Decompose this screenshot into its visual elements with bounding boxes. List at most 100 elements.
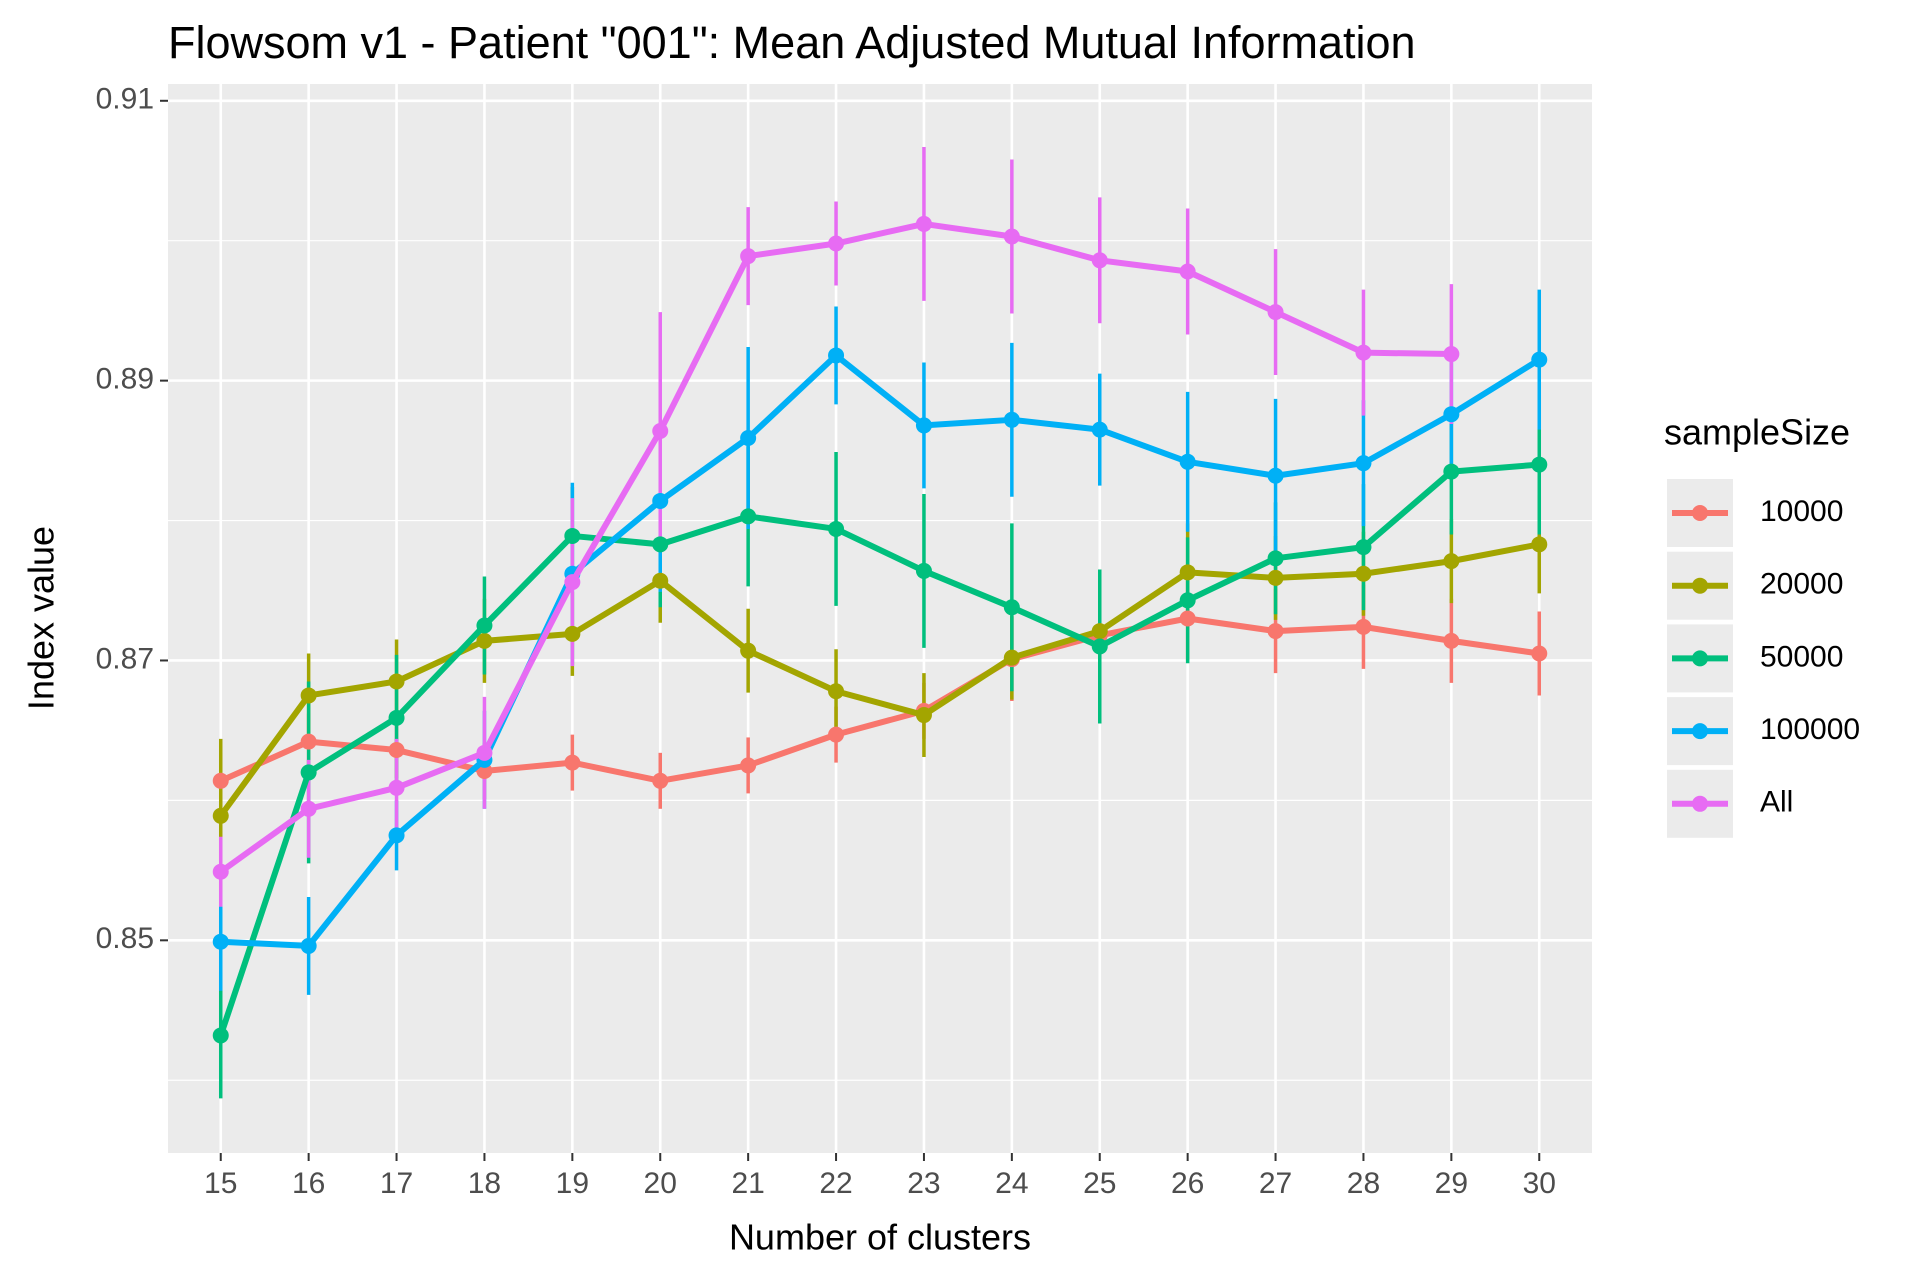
series-line — [219, 615, 1540, 784]
legend-label: All — [1760, 786, 1793, 819]
series-line — [218, 541, 1540, 818]
series-line — [217, 461, 1540, 1037]
data-point — [388, 709, 405, 726]
x-tick-label: 30 — [1523, 1167, 1556, 1200]
data-point — [1443, 463, 1460, 480]
data-point — [564, 625, 581, 642]
data-point — [652, 572, 669, 589]
data-point — [1267, 623, 1284, 640]
legend-label: 50000 — [1760, 640, 1843, 673]
data-point — [212, 933, 229, 950]
data-point — [212, 807, 229, 824]
data-point — [1443, 632, 1460, 649]
data-point — [828, 683, 845, 700]
data-point — [828, 520, 845, 537]
data-point — [1531, 456, 1548, 473]
data-point — [915, 707, 932, 724]
data-point — [1443, 406, 1460, 423]
data-point — [1531, 536, 1548, 553]
legend-title: sampleSize — [1664, 412, 1850, 453]
x-tick-label: 21 — [731, 1167, 764, 1200]
data-point — [1443, 553, 1460, 570]
data-point — [1003, 228, 1020, 245]
data-point — [915, 562, 932, 579]
x-tick-label: 20 — [644, 1167, 677, 1200]
data-point — [828, 347, 845, 364]
data-point — [300, 937, 317, 954]
data-point — [300, 764, 317, 781]
data-point — [828, 726, 845, 743]
data-point — [1179, 453, 1196, 470]
data-point — [212, 772, 229, 789]
series-line — [220, 352, 1541, 949]
data-point — [1267, 467, 1284, 484]
data-point — [1531, 645, 1548, 662]
data-point — [1179, 564, 1196, 581]
x-tick-label: 15 — [204, 1167, 237, 1200]
data-point — [1179, 592, 1196, 609]
data-point — [212, 1027, 229, 1044]
data-point — [1091, 421, 1108, 438]
legend-label: 100000 — [1760, 713, 1860, 746]
legend-label: 20000 — [1760, 568, 1843, 601]
data-point — [564, 754, 581, 771]
data-point — [388, 827, 405, 844]
data-point — [564, 527, 581, 544]
data-point — [1267, 550, 1284, 567]
data-point — [1531, 351, 1548, 368]
legend-dot — [1692, 505, 1708, 521]
data-point — [740, 757, 757, 774]
data-point — [1091, 252, 1108, 269]
data-point — [476, 744, 493, 761]
legend-dot — [1692, 577, 1708, 594]
data-point — [740, 430, 757, 447]
data-point — [1179, 610, 1196, 627]
legend-dot — [1692, 795, 1708, 812]
legend-dot — [1692, 650, 1708, 667]
data-point — [1179, 263, 1196, 280]
data-point — [740, 642, 757, 659]
y-tick-label: 0.85 — [96, 922, 154, 955]
data-point — [300, 733, 317, 750]
y-tick-label: 0.87 — [96, 642, 154, 675]
data-point — [388, 779, 405, 796]
x-axis-label: Number of clusters — [729, 1217, 1031, 1258]
data-point — [1355, 539, 1372, 556]
data-point — [1003, 649, 1020, 666]
data-point — [1355, 455, 1372, 472]
data-point — [300, 687, 317, 704]
x-tick-label: 18 — [468, 1167, 501, 1200]
x-tick-label: 24 — [995, 1167, 1028, 1200]
x-tick-label: 19 — [556, 1167, 589, 1200]
legend-dot — [1692, 723, 1708, 740]
data-point — [1091, 638, 1108, 655]
data-point — [1355, 344, 1372, 361]
data-point — [652, 536, 669, 553]
x-tick-label: 23 — [907, 1167, 940, 1200]
data-point — [1355, 618, 1372, 635]
data-point — [1443, 346, 1460, 363]
data-point — [915, 215, 932, 232]
data-point — [476, 617, 493, 634]
data-point — [652, 423, 669, 440]
data-point — [740, 248, 757, 265]
data-point — [388, 742, 405, 759]
data-point — [212, 863, 229, 880]
x-tick-label: 27 — [1259, 1167, 1292, 1200]
x-tick-label: 16 — [292, 1167, 325, 1200]
y-tick-label: 0.91 — [96, 83, 154, 116]
y-axis-label: Index value — [21, 526, 62, 710]
x-tick-label: 28 — [1347, 1167, 1380, 1200]
data-point — [828, 235, 845, 252]
data-point — [1355, 565, 1372, 582]
x-tick-label: 29 — [1435, 1167, 1468, 1200]
x-tick-label: 25 — [1083, 1167, 1116, 1200]
data-point — [1003, 599, 1020, 616]
data-point — [915, 417, 932, 434]
data-point — [652, 772, 669, 789]
x-tick-label: 22 — [819, 1167, 852, 1200]
data-point — [1267, 569, 1284, 586]
plot-panel — [168, 84, 1592, 1153]
data-point — [1091, 623, 1108, 640]
